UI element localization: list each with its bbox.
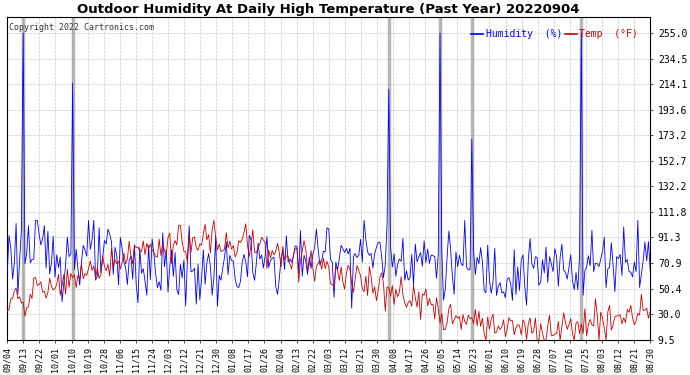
Text: Copyright 2022 Cartronics.com: Copyright 2022 Cartronics.com (8, 23, 154, 32)
Legend: Humidity  (%), Temp  (°F): Humidity (%), Temp (°F) (467, 25, 642, 43)
Title: Outdoor Humidity At Daily High Temperature (Past Year) 20220904: Outdoor Humidity At Daily High Temperatu… (77, 3, 580, 16)
